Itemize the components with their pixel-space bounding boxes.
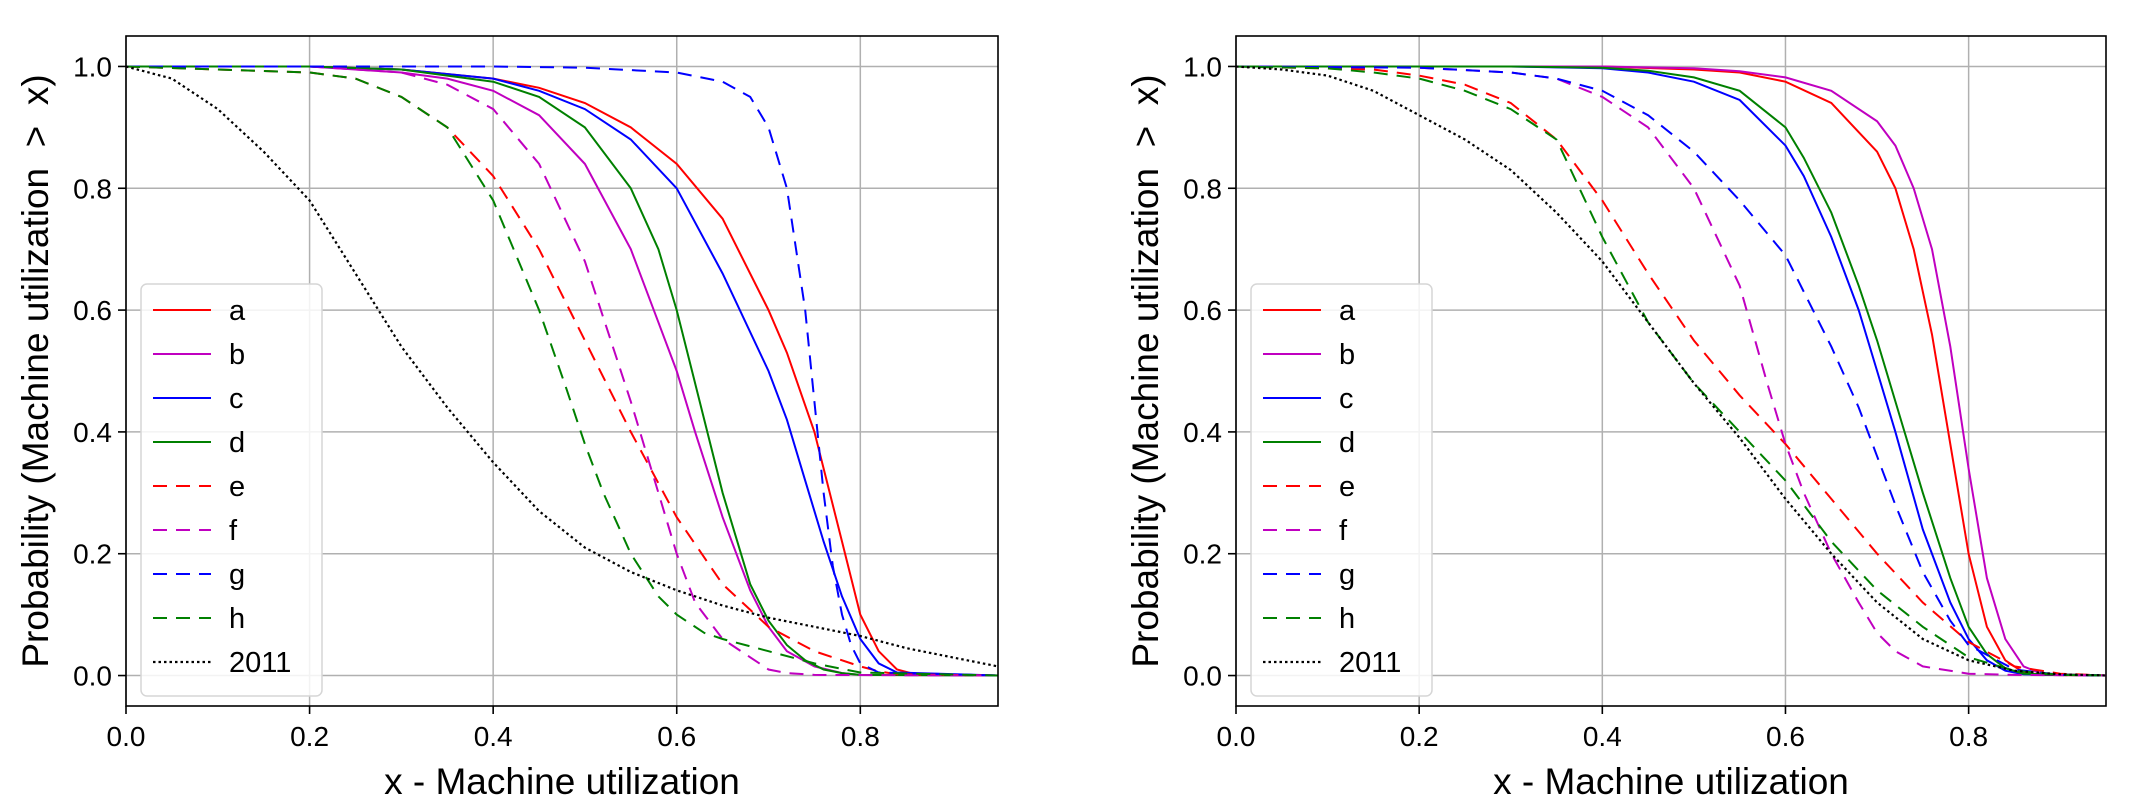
x-tick-label: 0.8 xyxy=(1949,721,1988,752)
y-tick-label: 0.6 xyxy=(73,295,112,326)
legend-label-d: d xyxy=(1339,427,1355,459)
series-line-b xyxy=(1236,65,2106,677)
series-line-2011 xyxy=(126,65,998,668)
series-line-d xyxy=(126,65,998,677)
y-tick-label: 0.0 xyxy=(1183,661,1222,692)
x-axis-label: x - Machine utilization xyxy=(1493,761,1849,802)
series-line-g xyxy=(126,65,998,677)
y-tick-label: 0.2 xyxy=(73,539,112,570)
series-group xyxy=(1236,65,2106,677)
legend-box xyxy=(1250,283,1433,697)
legend-label-h: h xyxy=(229,603,245,635)
legend-label-b: b xyxy=(1339,339,1355,371)
y-tick-label: 0.4 xyxy=(1183,417,1222,448)
y-tick-label: 1.0 xyxy=(73,51,112,82)
legend-label-g: g xyxy=(229,559,245,591)
x-axis-label: x - Machine utilization xyxy=(384,761,740,802)
y-tick-label: 0.8 xyxy=(1183,173,1222,204)
legend-label-2011: 2011 xyxy=(1339,647,1401,679)
series-line-c xyxy=(1236,65,2106,677)
legend-label-a: a xyxy=(1339,295,1356,327)
plot-frame xyxy=(125,35,999,707)
series-line-f xyxy=(1236,65,2106,677)
legend-label-d: d xyxy=(229,427,245,459)
x-tick-label: 0.0 xyxy=(107,721,146,752)
y-axis-label: Probability (Machine utilization > x) xyxy=(15,74,56,667)
series-line-c xyxy=(126,65,998,677)
x-tick-label: 0.2 xyxy=(1400,721,1439,752)
legend-label-f: f xyxy=(229,515,238,547)
y-axis-label: Probability (Machine utilization > x) xyxy=(1125,74,1166,667)
legend-label-2011: 2011 xyxy=(229,647,291,679)
x-tick-label: 0.8 xyxy=(841,721,880,752)
series-group xyxy=(126,65,998,677)
x-tick-label: 0.2 xyxy=(290,721,329,752)
y-tick-label: 0.4 xyxy=(73,417,112,448)
x-tick-label: 0.0 xyxy=(1217,721,1256,752)
legend-label-f: f xyxy=(1339,515,1348,547)
y-tick-label: 0.8 xyxy=(73,173,112,204)
chart-left: 0.0 0.2 0.4 0.6 0.8 0.0 0.2 0.4 0.6 0.8 1.0 x - Mac… xyxy=(15,35,999,802)
y-tick-label: 0.6 xyxy=(1183,295,1222,326)
legend-label-e: e xyxy=(1339,471,1355,503)
y-tick-label: 0.2 xyxy=(1183,539,1222,570)
series-line-f xyxy=(126,65,998,677)
series-line-g xyxy=(1236,65,2106,677)
chart-right: 0.0 0.2 0.4 0.6 0.8 0.0 0.2 0.4 0.6 0.8 1.0 x - Mac… xyxy=(1125,35,2107,802)
x-tick-label: 0.6 xyxy=(657,721,696,752)
legend-label-c: c xyxy=(1339,383,1354,415)
series-line-h xyxy=(126,65,998,677)
legend-label-b: b xyxy=(229,339,245,371)
legend-label-a: a xyxy=(229,295,246,327)
legend-label-h: h xyxy=(1339,603,1355,635)
x-tick-label: 0.4 xyxy=(1583,721,1622,752)
legend-box xyxy=(140,283,323,697)
y-tick-label: 1.0 xyxy=(1183,51,1222,82)
legend-label-c: c xyxy=(229,383,244,415)
series-line-e xyxy=(1236,65,2106,677)
legend-label-e: e xyxy=(229,471,245,503)
series-line-2011 xyxy=(1236,65,2106,677)
legend-label-g: g xyxy=(1339,559,1355,591)
series-line-b xyxy=(126,65,998,677)
x-tick-label: 0.6 xyxy=(1766,721,1805,752)
y-tick-label: 0.0 xyxy=(73,661,112,692)
x-tick-label: 0.4 xyxy=(474,721,513,752)
plot-frame xyxy=(1235,35,2107,707)
